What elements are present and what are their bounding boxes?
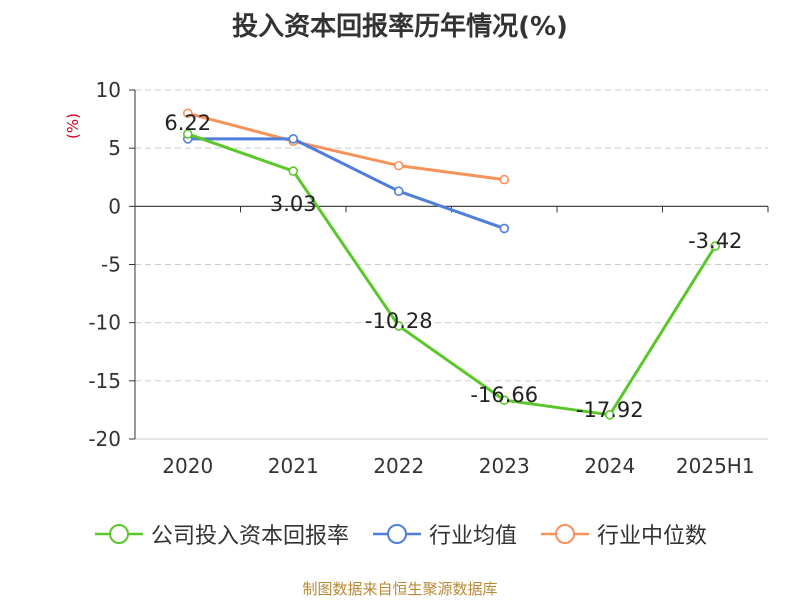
- series-lines: [182, 108, 721, 420]
- data-label: -3.42: [688, 229, 742, 253]
- data-point: [182, 108, 193, 119]
- x-tick-label: 2021: [268, 454, 319, 478]
- data-point: [182, 129, 193, 139]
- data-point: [710, 241, 721, 251]
- legend-item: 行业均值: [371, 518, 517, 550]
- data-point: [499, 223, 510, 234]
- source-note: 制图数据来自恒生聚源数据库: [302, 580, 498, 598]
- x-tick-label: 2023: [479, 454, 530, 478]
- data-label: 3.03: [270, 192, 317, 216]
- legend-label: 行业均值: [428, 524, 517, 549]
- legend-label: 行业中位数: [597, 524, 708, 549]
- series-line: [187, 137, 505, 230]
- legend: 公司投入资本回报率 行业均值 行业中位数: [0, 518, 800, 550]
- data-point: [499, 174, 510, 185]
- gridlines: [135, 89, 768, 440]
- data-point: [288, 166, 299, 176]
- legend-item: 行业中位数: [539, 518, 707, 550]
- y-tick-label: -10: [88, 311, 121, 335]
- data-label: 6.22: [164, 111, 211, 135]
- legend-swatch: [94, 524, 143, 544]
- y-axis-label: (%): [64, 113, 82, 139]
- data-point: [393, 160, 404, 171]
- y-tick-label: -20: [88, 427, 121, 451]
- data-point: [393, 186, 404, 197]
- data-point: [499, 395, 510, 405]
- y-tick-label: 0: [108, 194, 121, 218]
- legend-label: 公司投入资本回报率: [150, 524, 349, 549]
- data-label: -10.28: [365, 309, 433, 333]
- x-tick-label: 2025H1: [676, 454, 755, 478]
- x-tick-label: 2024: [584, 454, 635, 478]
- axes: 10 5 0 -5 -10 -15 -20 (%) 2020 2021 2022 2023 2024 20…: [64, 78, 769, 478]
- chart-title: 投入资本回报率历年情况(%): [232, 12, 568, 42]
- x-tick-label: 2022: [373, 454, 424, 478]
- legend-swatch: [541, 524, 589, 544]
- series-line: [187, 132, 717, 417]
- y-tick-label: -5: [101, 253, 121, 277]
- y-tick-label: -15: [88, 369, 121, 393]
- y-tick-label: 10: [96, 78, 121, 102]
- y-tick-label: 5: [108, 136, 121, 160]
- series-line: [187, 111, 505, 182]
- data-label: -16.66: [470, 383, 538, 407]
- data-point: [288, 134, 299, 144]
- data-labels: 6.22 3.03 -10.28 -16.66 -17.92 -3.42: [164, 111, 742, 422]
- data-point: [604, 410, 615, 420]
- data-label: -17.92: [576, 398, 644, 422]
- x-tick-label: 2020: [162, 454, 213, 478]
- data-point: [393, 321, 404, 331]
- legend-swatch: [372, 524, 421, 544]
- legend-item: 公司投入资本回报率: [93, 518, 349, 550]
